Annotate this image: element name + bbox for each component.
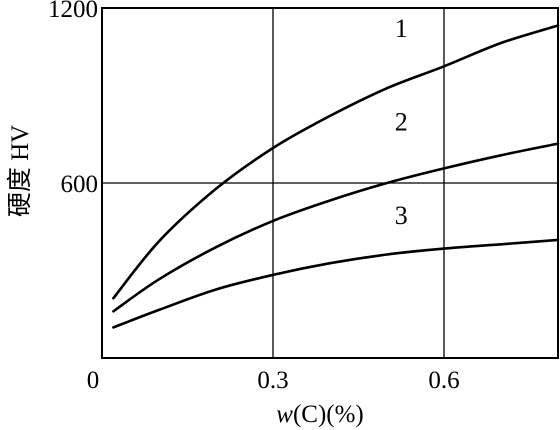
x-axis-title: w(C)(%)	[276, 401, 364, 428]
x-tick-label: 0.6	[428, 367, 459, 394]
curve-label-2: 2	[395, 108, 408, 137]
curve-series-2	[112, 142, 560, 313]
y-tick-label: 600	[61, 171, 99, 198]
x-axis-title-unit: (C)(%)	[293, 401, 364, 428]
x-tick-label: 0.3	[257, 367, 288, 394]
series-labels: 1 2 3	[395, 14, 408, 230]
curves	[112, 24, 560, 329]
plot-frame	[101, 7, 559, 359]
y-tick-label: 1200	[48, 0, 98, 23]
curve-series-1	[112, 24, 560, 300]
curve-series-3	[112, 238, 560, 329]
tick-labels: 0 0.3 0.6 600 1200	[48, 0, 460, 394]
x-tick-label: 0	[87, 367, 100, 394]
y-axis-title: 硬度 HV	[6, 125, 34, 217]
x-axis-title-var: w	[276, 401, 293, 428]
curve-label-1: 1	[395, 14, 408, 43]
curve-label-3: 3	[395, 201, 408, 230]
